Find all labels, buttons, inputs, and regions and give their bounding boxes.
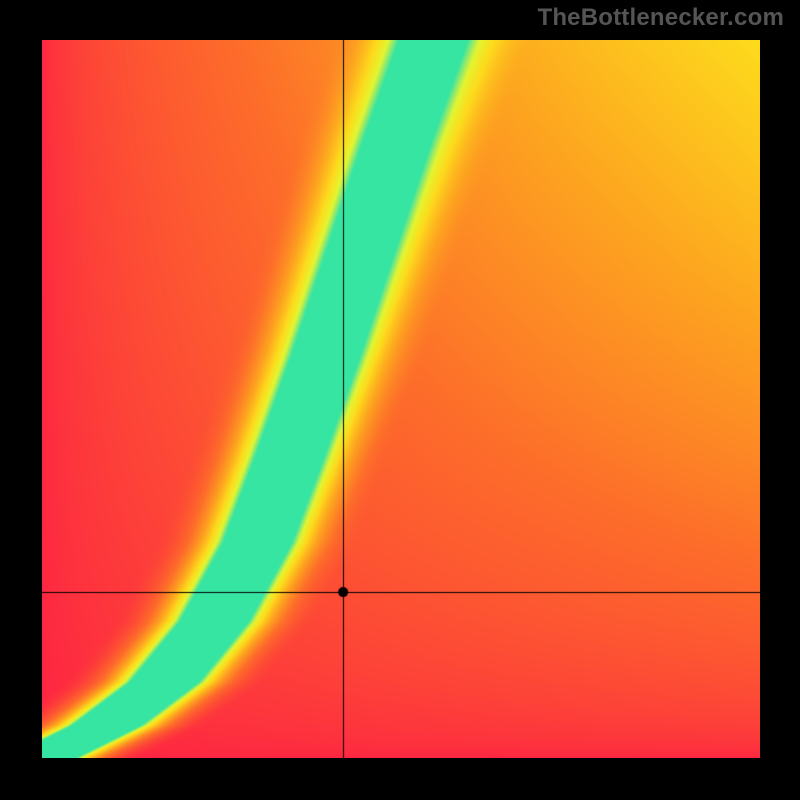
bottleneck-heatmap (42, 40, 760, 758)
watermark-text: TheBottlenecker.com (537, 4, 784, 32)
